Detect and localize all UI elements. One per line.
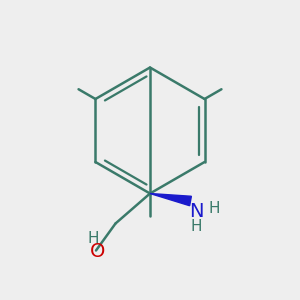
Text: H: H [87,231,99,246]
Text: H: H [209,201,220,216]
Text: N: N [189,202,204,221]
Polygon shape [150,194,191,206]
Text: O: O [90,242,105,261]
Text: H: H [191,219,202,234]
